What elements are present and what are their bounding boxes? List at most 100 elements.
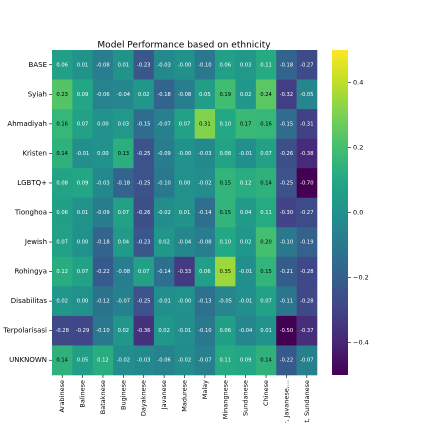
cell-label: -0.25 [137, 151, 150, 157]
heatmap-cell [255, 345, 277, 376]
heatmap-cell [133, 227, 155, 258]
colorbar-tick-label: 0.0 [353, 209, 363, 217]
cell-label: -0.32 [280, 92, 293, 98]
cell-label: 0.02 [118, 328, 130, 334]
cell-label: -0.00 [178, 151, 191, 157]
cell-label: -0.38 [300, 151, 313, 157]
heatmap-cell [194, 197, 216, 228]
cell-label: 0.05 [77, 358, 89, 364]
cell-label: -0.04 [239, 328, 253, 334]
heatmap-cell [174, 256, 195, 287]
heatmap-cell [276, 109, 297, 139]
cell-label: -0.02 [178, 358, 191, 364]
heatmap-cell [194, 286, 216, 317]
colorbar-tick-label: −0.4 [353, 339, 369, 347]
cell-label: -0.08 [96, 62, 109, 68]
cell-label: -0.19 [300, 240, 313, 246]
cell-label: 0.02 [240, 240, 252, 246]
cell-label: -0.25 [137, 180, 150, 186]
y-tick-label: Ahmadiyah [7, 120, 47, 128]
heatmap-cell [255, 315, 277, 346]
heatmap-cell [92, 138, 114, 169]
heatmap-cell [113, 50, 134, 80]
cell-label: 0.16 [260, 121, 272, 127]
cell-label: 0.05 [199, 92, 211, 98]
heatmap-cell [92, 79, 114, 110]
heatmap-cell [215, 227, 236, 258]
heatmap-cell [276, 286, 297, 317]
cell-label: 0.02 [240, 92, 252, 98]
cell-label: 0.08 [56, 180, 68, 186]
heatmap-cell [296, 345, 318, 376]
cell-label: 0.11 [260, 62, 272, 68]
y-tick-label: Rohingya [14, 268, 47, 276]
y-tick-label: Tionghoa [14, 209, 47, 217]
cell-label: 0.12 [240, 180, 252, 186]
heatmap-cell [194, 227, 216, 258]
cell-label: 0.11 [260, 210, 272, 216]
heatmap-cell [255, 256, 277, 287]
heatmap-cell [235, 315, 257, 346]
cell-label: 0.15 [219, 210, 231, 216]
heatmap-cell [235, 286, 257, 317]
cell-label: -0.14 [157, 269, 171, 275]
heatmap-cell [72, 50, 94, 80]
cell-label: 0.07 [179, 121, 191, 127]
cell-label: -0.10 [96, 328, 109, 334]
heatmap-cell [235, 109, 257, 139]
heatmap-cell [235, 138, 257, 169]
heatmap-cell [153, 109, 175, 139]
cell-label: -0.03 [157, 62, 170, 68]
cell-label: 0.15 [260, 269, 272, 275]
heatmap-cell [174, 345, 195, 376]
x-tick-label: r, Javanese,... [282, 380, 290, 423]
cell-label: 0.03 [240, 62, 252, 68]
heatmap-cell [255, 168, 277, 199]
heatmap-cell [174, 168, 195, 199]
heatmap-cell [113, 138, 134, 169]
cell-label: -0.29 [76, 328, 89, 334]
heatmap-cell [92, 197, 114, 228]
cell-label: -0.25 [280, 180, 293, 186]
cell-label: 0.14 [260, 358, 272, 364]
cell-label: 0.23 [56, 92, 68, 98]
cell-label: -0.08 [117, 269, 130, 275]
heatmap-cell [133, 315, 155, 346]
heatmap-cell [276, 138, 297, 169]
cell-label: -0.22 [280, 358, 293, 364]
heatmap-cell [255, 197, 277, 228]
heatmap-cell [174, 315, 195, 346]
heatmap-cell [215, 197, 236, 228]
cell-label: 0.07 [138, 269, 150, 275]
heatmap-cell [235, 50, 257, 80]
heatmap-cell [133, 197, 155, 228]
cell-label: -0.07 [300, 358, 313, 364]
cell-label: -0.00 [178, 62, 191, 68]
cell-label: -0.02 [198, 180, 211, 186]
cell-label: 0.12 [97, 358, 109, 364]
heatmap-cell [215, 50, 236, 80]
heatmap-cell [153, 79, 175, 110]
heatmap-cell [174, 138, 195, 169]
cell-label: 0.14 [56, 358, 68, 364]
heatmap-cell [133, 256, 155, 287]
cell-label: 0.01 [118, 62, 130, 68]
heatmap-cell [92, 286, 114, 317]
heatmap-cell [194, 50, 216, 80]
cell-label: 0.14 [56, 151, 68, 157]
cell-label: -0.03 [198, 151, 211, 157]
heatmap-cell [72, 315, 94, 346]
x-tick-label: Dayaknese [140, 380, 148, 416]
heatmap-cell [276, 345, 297, 376]
heatmap-cell [235, 227, 257, 258]
heatmap-cell [113, 315, 134, 346]
heatmap-cell [174, 79, 195, 110]
heatmap-cell [113, 168, 134, 199]
heatmap-cell [296, 197, 318, 228]
heatmap-cell [72, 345, 94, 376]
heatmap-cell [215, 315, 236, 346]
y-tick-label: Kristen [22, 149, 47, 157]
cell-label: 0.06 [56, 210, 68, 216]
heatmap-cell [92, 315, 114, 346]
cell-label: 0.01 [77, 62, 89, 68]
